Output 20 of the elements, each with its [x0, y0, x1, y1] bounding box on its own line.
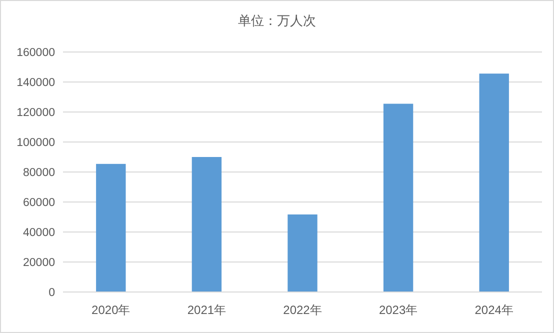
- bar: [383, 104, 414, 292]
- bar: [192, 157, 222, 292]
- x-tick-label: 2022年: [283, 303, 322, 317]
- y-tick-label: 40000: [23, 227, 55, 240]
- y-tick-label: 100000: [16, 137, 55, 150]
- chart-title: 单位：万人次: [238, 13, 316, 28]
- y-tick-label: 120000: [16, 107, 55, 120]
- bar: [96, 164, 126, 292]
- y-tick-label: 60000: [23, 197, 55, 210]
- bar: [479, 74, 509, 292]
- y-tick-label: 140000: [16, 77, 55, 90]
- x-tick-label: 2024年: [474, 303, 514, 317]
- bar: [288, 214, 318, 292]
- x-tick-label: 2023年: [378, 303, 418, 317]
- y-tick-label: 20000: [23, 257, 55, 270]
- y-tick-label: 0: [48, 287, 55, 300]
- x-tick-label: 2020年: [92, 303, 130, 317]
- x-tick-label: 2021年: [187, 303, 226, 317]
- y-tick-label: 80000: [23, 167, 55, 180]
- y-tick-label: 160000: [16, 47, 55, 60]
